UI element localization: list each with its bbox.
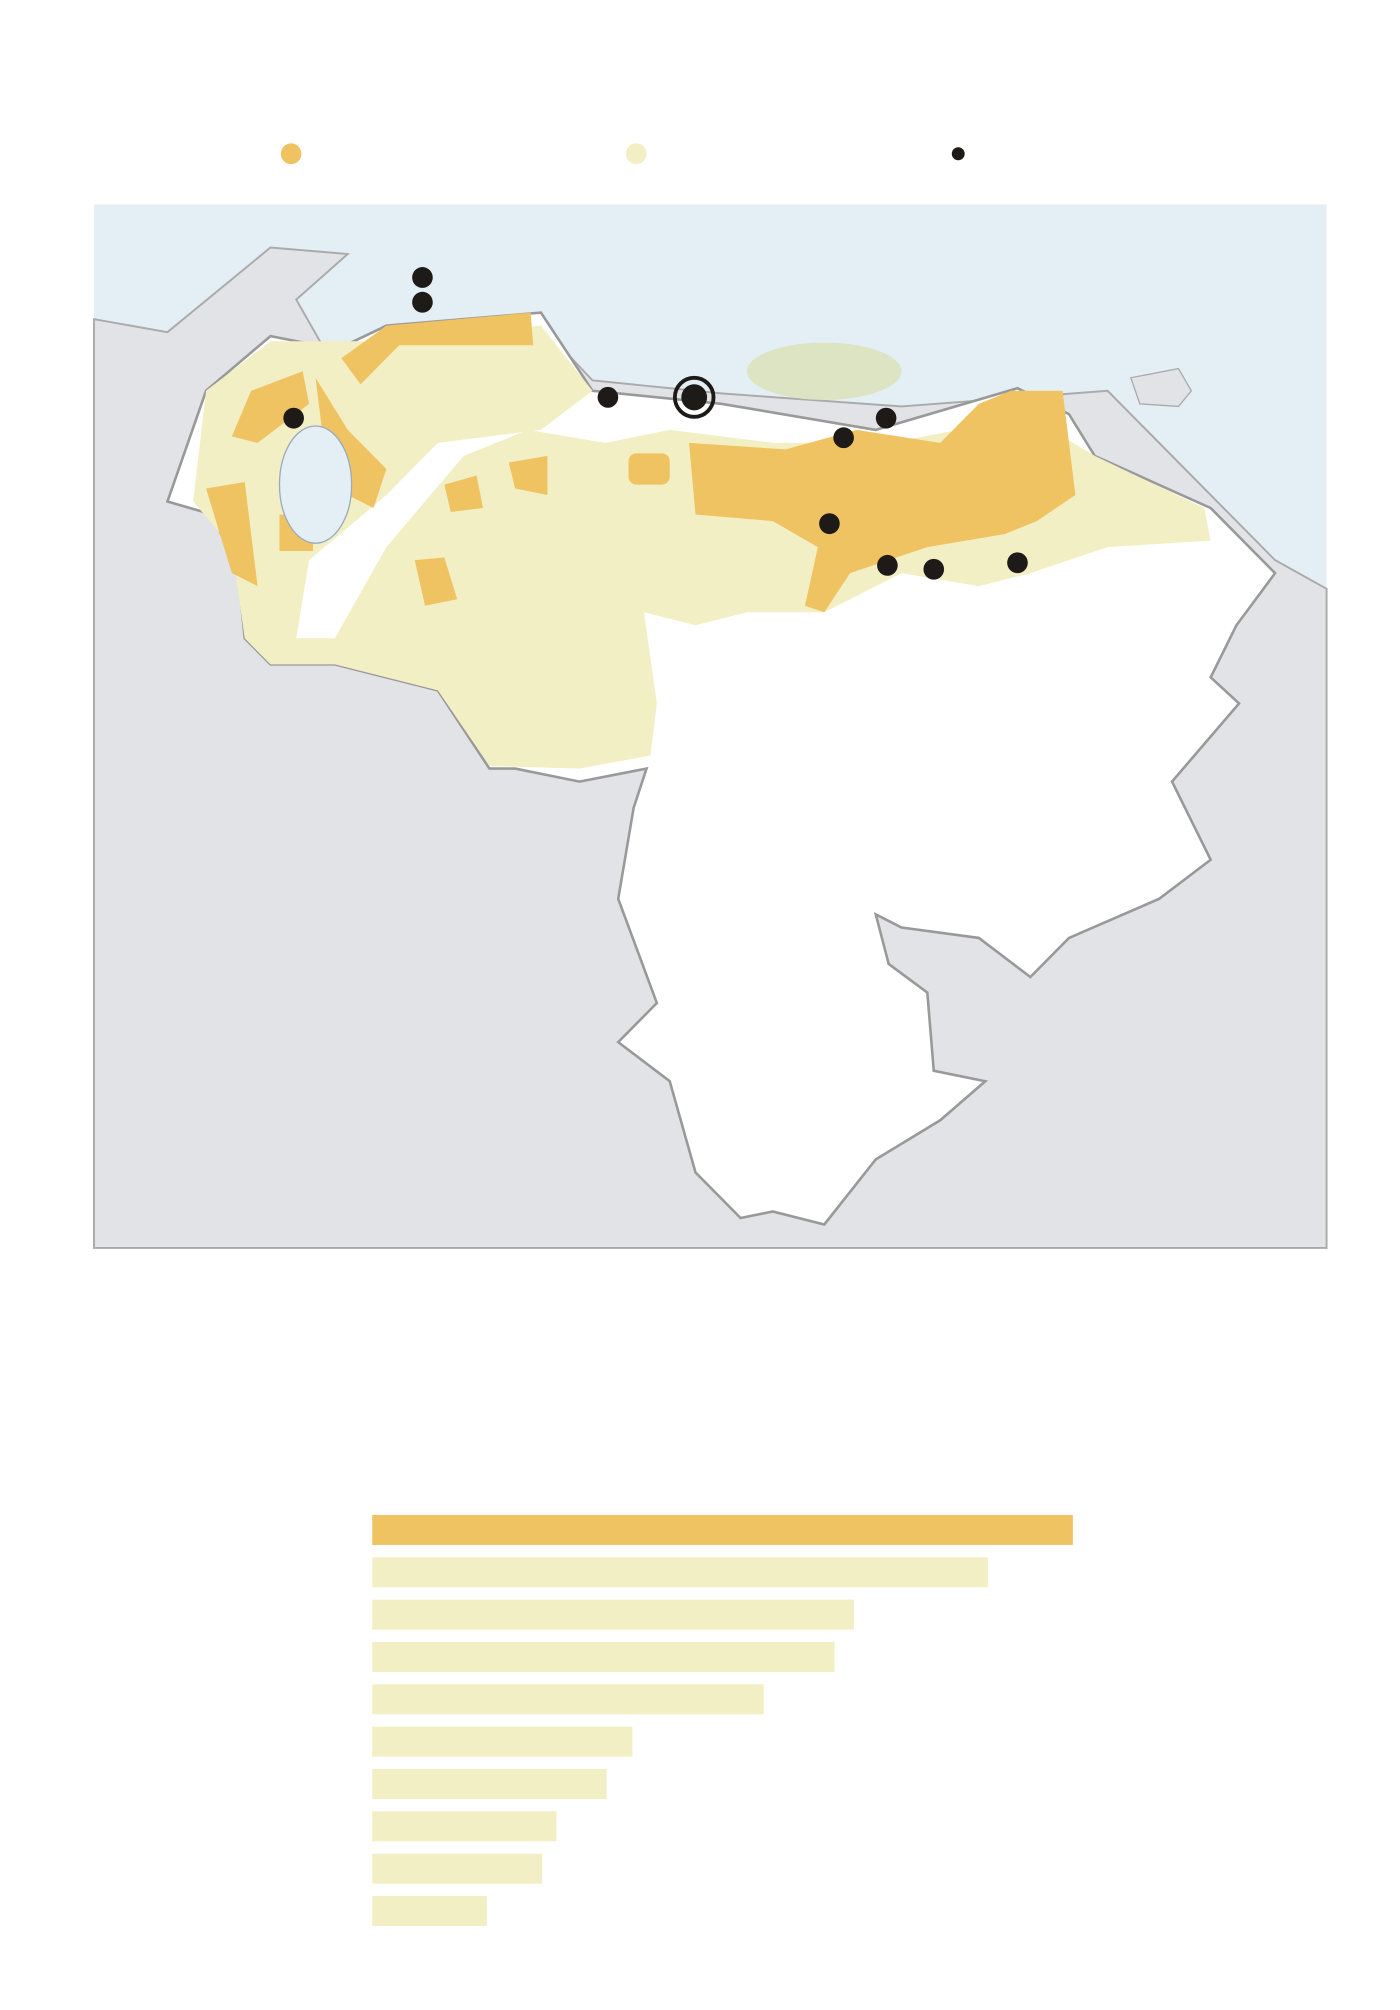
island xyxy=(1129,367,1193,408)
bar xyxy=(372,1557,988,1588)
bar xyxy=(372,1599,854,1630)
bar xyxy=(372,1514,1073,1545)
legend-swatch xyxy=(625,143,647,165)
bar xyxy=(372,1684,764,1715)
bar xyxy=(372,1811,557,1842)
map xyxy=(93,204,1328,1249)
legend-swatch xyxy=(951,147,965,161)
legend-swatch xyxy=(280,143,302,165)
region-green xyxy=(747,342,902,400)
cities xyxy=(283,267,1028,580)
bar xyxy=(372,1641,835,1672)
bar xyxy=(372,1769,607,1799)
legend xyxy=(280,143,965,165)
bar xyxy=(372,1896,487,1926)
regions-orange xyxy=(206,312,1076,613)
bar xyxy=(372,1853,543,1884)
bar xyxy=(372,1726,633,1757)
bar-chart xyxy=(372,1514,1073,1926)
lake xyxy=(278,425,353,544)
